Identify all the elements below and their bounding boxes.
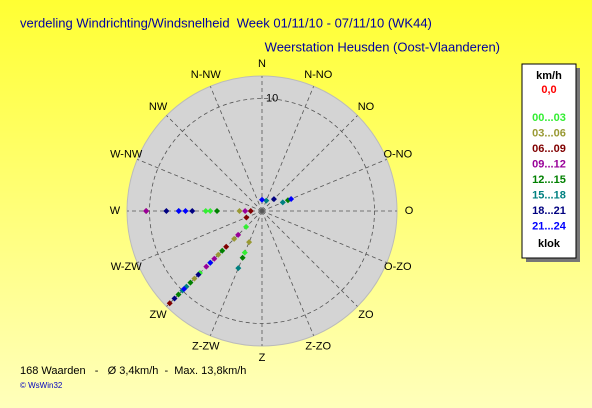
legend-box	[521, 63, 577, 259]
legend-entry: 03...06	[532, 127, 566, 139]
direction-label: O-NO	[383, 149, 412, 161]
data-point	[219, 247, 226, 254]
direction-label: N-NW	[191, 69, 222, 81]
data-point	[181, 285, 188, 292]
data-point	[207, 259, 214, 266]
direction-label: W	[110, 205, 121, 217]
legend-entry: 06...09	[532, 143, 566, 155]
direction-label: W-ZW	[111, 261, 143, 273]
data-point	[242, 208, 249, 214]
data-point	[239, 254, 246, 261]
legend-entry: 18...21	[532, 205, 566, 217]
direction-label: W-NW	[110, 149, 143, 161]
data-point	[203, 263, 210, 270]
direction-label: NO	[358, 101, 375, 113]
copyright: © WsWin32	[20, 381, 63, 390]
data-point	[182, 208, 189, 214]
data-point	[163, 208, 170, 214]
spoke	[261, 210, 315, 336]
data-point	[259, 196, 265, 203]
chart-title: verdeling Windrichting/Windsnelheid Week…	[20, 15, 432, 30]
data-point	[189, 208, 196, 214]
legend-entry: 09...12	[532, 158, 566, 170]
data-point	[143, 208, 150, 214]
data-point	[288, 195, 295, 202]
data-point	[207, 208, 214, 214]
direction-label: NW	[149, 101, 168, 113]
legend-entry: 21...24	[532, 220, 567, 232]
data-point	[202, 208, 209, 214]
legend-title: km/h	[536, 70, 562, 82]
data-point	[241, 249, 248, 256]
data-point	[166, 300, 173, 307]
data-point	[191, 275, 198, 282]
radial-tick-label: 10	[266, 92, 278, 104]
data-point	[175, 208, 182, 214]
data-point	[214, 208, 220, 214]
data-point	[247, 208, 254, 214]
footer: 168 Waarden - Ø 3,4km/h - Max. 13,8km/h	[20, 365, 246, 377]
data-point	[223, 243, 230, 250]
direction-label: Z	[259, 352, 266, 364]
data-point	[235, 231, 242, 238]
data-point	[195, 271, 202, 278]
direction-label: Z-ZO	[305, 341, 331, 353]
data-point	[175, 291, 182, 298]
direction-label: N	[258, 58, 266, 70]
data-point	[235, 265, 242, 272]
direction-label: O	[405, 205, 414, 217]
data-point	[243, 214, 250, 221]
direction-label: ZO	[358, 309, 374, 321]
data-point	[215, 251, 222, 258]
direction-label: O-ZO	[384, 261, 412, 273]
legend-entry: 15...18	[532, 189, 566, 201]
spoke	[137, 158, 263, 212]
data-point	[270, 196, 277, 203]
data-point	[263, 197, 270, 204]
data-point	[187, 279, 194, 286]
data-point	[243, 223, 250, 230]
data-point	[279, 199, 286, 206]
legend-footer: klok	[538, 238, 561, 250]
direction-label: Z-ZW	[192, 341, 220, 353]
legend-entry: 12...15	[532, 174, 566, 186]
radial-grid	[149, 98, 375, 324]
chart-subtitle: Weerstation Heusden (Oost-Vlaanderen)	[265, 39, 500, 54]
legend-entry: 00...03	[532, 112, 566, 124]
data-point	[211, 255, 218, 262]
data-point	[231, 235, 238, 242]
spoke	[261, 210, 358, 307]
direction-label: N-NO	[304, 69, 333, 81]
direction-label: ZW	[150, 309, 168, 321]
data-point	[236, 208, 243, 214]
data-point	[246, 239, 253, 246]
data-point	[171, 295, 178, 302]
spoke	[261, 86, 315, 212]
legend-calm: 0,0	[541, 84, 556, 96]
